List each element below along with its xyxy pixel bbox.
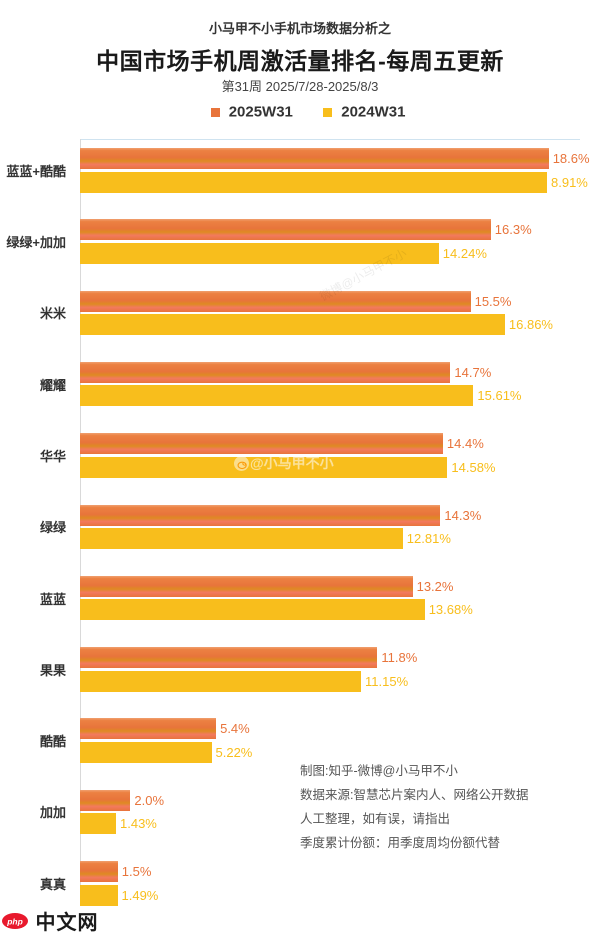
svg-text:php: php (6, 916, 23, 926)
